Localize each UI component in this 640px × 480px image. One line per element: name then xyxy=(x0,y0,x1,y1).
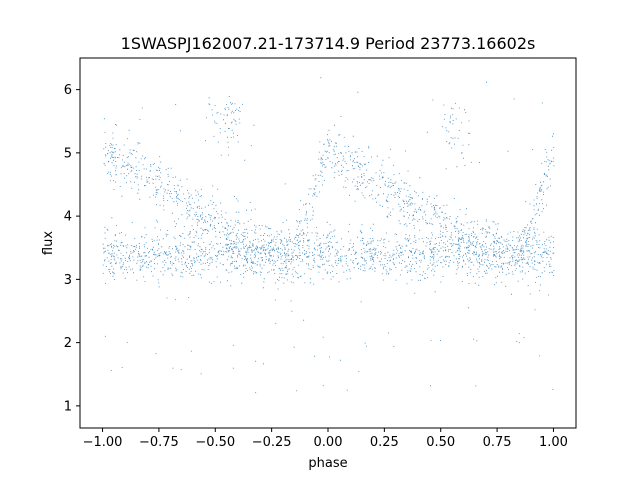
x-tick-label: 0.75 xyxy=(483,435,512,450)
x-tick-label: −0.75 xyxy=(139,435,179,450)
y-tick-label: 4 xyxy=(64,210,72,225)
x-tick-label: 0.50 xyxy=(426,435,455,450)
x-axis-ticks: −1.00 −0.75 −0.50 −0.25 0.00 0.25 0.50 0.75 1.00 xyxy=(83,428,568,450)
x-tick-label: −1.00 xyxy=(83,435,123,450)
x-tick-label: 0.00 xyxy=(314,435,343,450)
y-tick-label: 2 xyxy=(64,336,72,351)
x-tick-label: −0.50 xyxy=(195,435,235,450)
y-tick-label: 6 xyxy=(64,83,72,98)
y-tick-label: 1 xyxy=(64,399,72,414)
y-tick-label: 5 xyxy=(64,146,72,161)
x-tick-label: −0.25 xyxy=(252,435,292,450)
chart-title: 1SWASPJ162007.21-173714.9 Period 23773.1… xyxy=(121,34,536,53)
y-tick-label: 3 xyxy=(64,273,72,288)
x-tick-label: 0.25 xyxy=(370,435,399,450)
y-axis-label: flux xyxy=(41,231,56,255)
x-tick-label: 1.00 xyxy=(539,435,568,450)
x-axis-label: phase xyxy=(308,456,347,471)
y-axis-ticks: 1 2 3 4 5 6 xyxy=(64,83,80,414)
